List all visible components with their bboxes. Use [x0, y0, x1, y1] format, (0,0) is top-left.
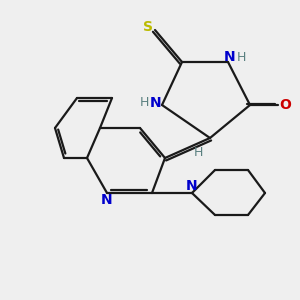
Text: O: O — [280, 98, 291, 112]
Text: N: N — [150, 96, 161, 110]
Text: H: H — [193, 146, 203, 159]
Text: H: H — [139, 96, 149, 109]
Text: N: N — [100, 193, 112, 207]
Text: S: S — [143, 20, 153, 34]
Text: N: N — [224, 50, 235, 64]
Text: H: H — [237, 51, 246, 64]
Text: N: N — [186, 179, 198, 194]
